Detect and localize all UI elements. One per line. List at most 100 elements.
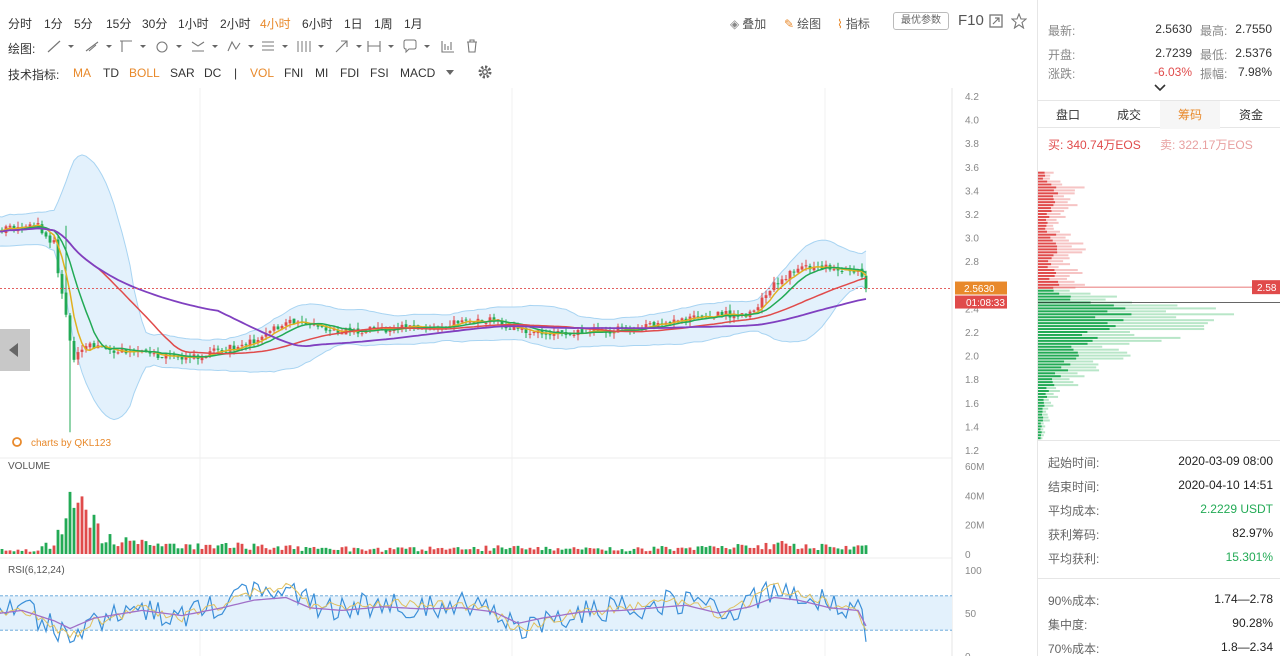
- candle: [272, 324, 276, 333]
- candle: [260, 335, 264, 345]
- text-tool-icon[interactable]: [262, 41, 288, 51]
- indicator-button[interactable]: ⌇ 指标: [837, 15, 870, 32]
- indicator-4[interactable]: DC: [204, 66, 222, 80]
- draw-button[interactable]: ✎ 绘图: [784, 15, 821, 32]
- volume-bar: [240, 543, 244, 554]
- overlay-button[interactable]: ◈ 叠加: [730, 15, 766, 32]
- interval-7[interactable]: 4小时: [260, 17, 291, 31]
- chip-bar: [1038, 401, 1044, 404]
- indicator-9[interactable]: FDI: [340, 66, 360, 80]
- comment-tool-icon[interactable]: [403, 39, 430, 54]
- volume-bar: [312, 546, 316, 554]
- indicator-7[interactable]: FNI: [284, 66, 304, 80]
- candle: [780, 275, 784, 286]
- rsi-tick-1: 50: [965, 609, 977, 620]
- grid-tool-icon[interactable]: [297, 41, 324, 52]
- volume-bar: [384, 550, 388, 554]
- stat-value: 15.301%: [1225, 550, 1273, 564]
- indicator-1[interactable]: TD: [103, 66, 119, 80]
- volume-bar: [132, 540, 136, 554]
- f10-button[interactable]: F10: [958, 12, 984, 29]
- interval-3[interactable]: 15分: [106, 17, 132, 31]
- measure-tool-icon[interactable]: [367, 41, 394, 52]
- chip-bar-light: [1038, 257, 1070, 260]
- interval-6[interactable]: 2小时: [220, 17, 251, 31]
- volume-bar: [276, 546, 280, 554]
- interval-2[interactable]: 5分: [74, 17, 93, 31]
- arrow-tool-icon[interactable]: [335, 40, 362, 53]
- chevron-down-icon[interactable]: [1154, 84, 1166, 92]
- price-tick-11: 2.0: [965, 352, 979, 363]
- chip-bar: [1038, 295, 1071, 298]
- price-tick-12: 1.8: [965, 375, 979, 386]
- stat-row: 90%成本: 1.74—2.78: [1048, 592, 1273, 609]
- volume-bar: [128, 540, 132, 554]
- volume-bar: [88, 527, 92, 554]
- scroll-left-button[interactable]: [0, 329, 30, 371]
- ray-tool-icon[interactable]: [85, 41, 112, 52]
- tab-3[interactable]: 资金: [1238, 108, 1263, 122]
- interval-1[interactable]: 1分: [44, 17, 63, 31]
- pattern-tool-icon[interactable]: [227, 40, 254, 52]
- channel-tool-icon[interactable]: [120, 40, 146, 52]
- star-icon[interactable]: [1011, 13, 1027, 29]
- volume-bar: [116, 546, 120, 554]
- indicator-10[interactable]: FSI: [370, 66, 389, 80]
- candle: [288, 316, 292, 328]
- circle-tool-icon[interactable]: [156, 41, 182, 53]
- chip-bar: [1038, 422, 1041, 425]
- interval-0[interactable]: 分时: [8, 17, 33, 31]
- indicator-8[interactable]: MI: [315, 66, 329, 80]
- line-tool-icon[interactable]: [47, 40, 74, 53]
- fullscreen-icon[interactable]: [989, 14, 1003, 28]
- chip-bar-light: [1038, 375, 1085, 378]
- indicator-11[interactable]: MACD: [400, 66, 436, 80]
- candlestick-chart[interactable]: 4.24.03.83.63.43.23.02.82.62.42.22.01.81…: [0, 88, 1035, 656]
- tab-2[interactable]: 筹码: [1160, 101, 1220, 129]
- indicator-toolbar: 技术指标: MA TD BOLL SAR DC | VOL FNI MI FDI FSI MACD: [0, 60, 1035, 84]
- volume-bar: [628, 550, 632, 554]
- indicator-6[interactable]: VOL: [250, 66, 275, 80]
- sell-volume: 卖: 322.17万EOS: [1160, 138, 1253, 152]
- chip-bar-light: [1038, 239, 1069, 242]
- volume-bar: [320, 547, 324, 554]
- draw-button-label: 绘图: [797, 17, 822, 31]
- interval-4[interactable]: 30分: [142, 17, 168, 31]
- interval-5[interactable]: 1小时: [178, 17, 209, 31]
- tab-0[interactable]: 盘口: [1055, 108, 1080, 122]
- volume-bar: [840, 549, 844, 554]
- interval-11[interactable]: 1月: [404, 17, 423, 31]
- latest-params-button[interactable]: 最优参数: [893, 12, 949, 30]
- stat-label: 70%成本:: [1048, 642, 1100, 656]
- interval-8[interactable]: 6小时: [302, 17, 333, 31]
- bars-tool-icon[interactable]: [441, 41, 454, 53]
- interval-10[interactable]: 1周: [374, 17, 393, 31]
- trash-icon[interactable]: [467, 39, 477, 53]
- quote-open-value: 2.7239: [1155, 46, 1192, 60]
- volume-bar: [36, 550, 40, 554]
- indicator-0[interactable]: MA: [73, 66, 91, 80]
- stat-label: 90%成本:: [1048, 594, 1100, 608]
- volume-bar: [20, 550, 24, 554]
- indicator-2[interactable]: BOLL: [129, 66, 160, 80]
- volume-bar: [672, 550, 676, 554]
- quote-high: 最高:: [1200, 24, 1228, 38]
- volume-tick-3: 0: [965, 550, 971, 561]
- candle: [796, 264, 800, 274]
- chip-bar-light: [1038, 339, 1162, 342]
- ma-60-line: [0, 227, 867, 348]
- chip-bar-light: [1038, 218, 1057, 221]
- indicator-3[interactable]: SAR: [170, 66, 195, 80]
- volume-bar: [168, 543, 172, 554]
- volume-bar: [740, 544, 744, 554]
- candle: [412, 320, 416, 332]
- volume-bar: [176, 548, 180, 554]
- fib-tool-icon[interactable]: [191, 41, 218, 52]
- indicator-dropdown-icon[interactable]: [445, 69, 455, 77]
- gear-icon[interactable]: [477, 64, 493, 80]
- tab-1[interactable]: 成交: [1116, 108, 1141, 122]
- candle: [532, 331, 536, 336]
- volume-bar: [792, 543, 796, 554]
- interval-9[interactable]: 1日: [344, 17, 363, 31]
- candle: [44, 230, 48, 239]
